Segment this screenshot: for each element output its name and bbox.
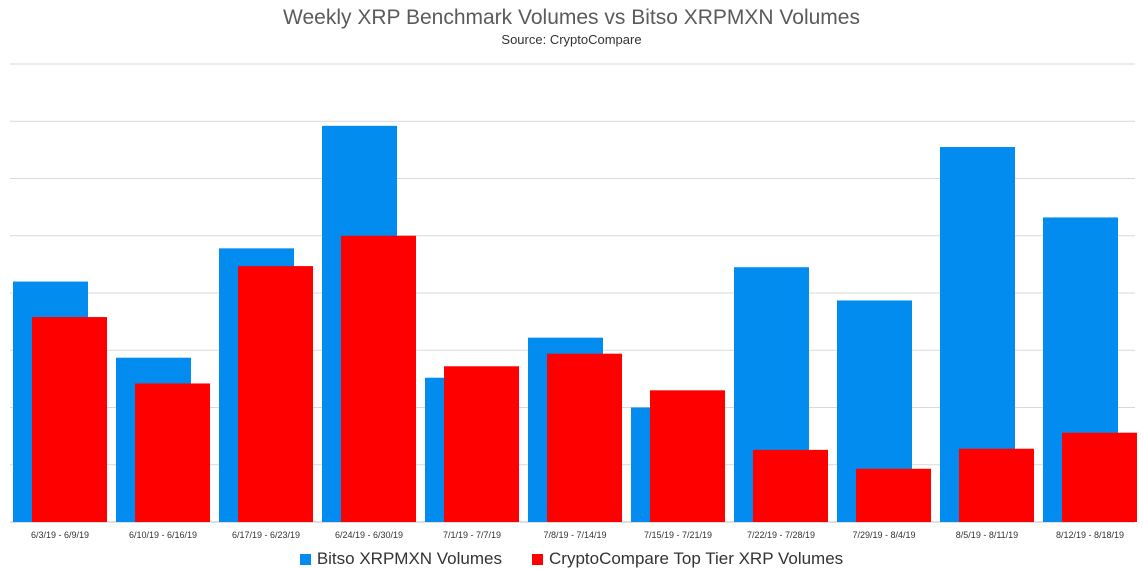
legend-swatch-bitso — [299, 553, 311, 565]
bar-cryptocompare — [1062, 432, 1137, 522]
x-tick-label: 6/24/19 - 6/30/19 — [335, 530, 403, 540]
bar-chart: 6/3/19 - 6/9/19 6/10/19 - 6/16/19 6/17/19 … — [10, 63, 1137, 540]
legend-label-cryptocompare: CryptoCompare Top Tier XRP Volumes — [549, 549, 844, 568]
x-tick-label: 8/12/19 - 8/18/19 — [1056, 530, 1124, 540]
x-tick-label: 6/3/19 - 6/9/19 — [31, 530, 89, 540]
bar-cryptocompare — [238, 266, 313, 522]
x-tick-label: 7/29/19 - 8/4/19 — [852, 530, 915, 540]
x-tick-label: 8/5/19 - 8/11/19 — [956, 530, 1018, 540]
bar-cryptocompare — [135, 383, 210, 522]
x-tick-label: 7/22/19 - 7/28/19 — [747, 530, 815, 540]
legend-item-bitso: Bitso XRPMXN Volumes — [299, 549, 502, 569]
x-tick-label: 7/15/19 - 7/21/19 — [644, 530, 712, 540]
x-tick-label: 7/8/19 - 7/14/19 — [543, 530, 606, 540]
chart-legend: Bitso XRPMXN Volumes CryptoCompare Top T… — [0, 549, 1143, 569]
legend-swatch-cryptocompare — [532, 553, 543, 565]
legend-label-bitso: Bitso XRPMXN Volumes — [316, 549, 502, 568]
x-tick-label: 6/17/19 - 6/23/19 — [232, 530, 300, 540]
bar-cryptocompare — [547, 353, 622, 522]
chart-subtitle: Source: CryptoCompare — [501, 32, 642, 47]
bar-cryptocompare — [753, 449, 828, 522]
bar-cryptocompare — [959, 448, 1034, 522]
bar-cryptocompare — [856, 468, 931, 522]
chart-title: Weekly XRP Benchmark Volumes vs Bitso XR… — [283, 6, 860, 29]
x-tick-label: 6/10/19 - 6/16/19 — [129, 530, 197, 540]
bar-cryptocompare — [444, 366, 519, 522]
bar-cryptocompare — [341, 235, 416, 522]
bar-cryptocompare — [650, 390, 725, 522]
legend-item-cryptocompare: CryptoCompare Top Tier XRP Volumes — [532, 549, 843, 569]
bar-cryptocompare — [32, 317, 107, 522]
x-tick-label: 7/1/19 - 7/7/19 — [443, 530, 501, 540]
